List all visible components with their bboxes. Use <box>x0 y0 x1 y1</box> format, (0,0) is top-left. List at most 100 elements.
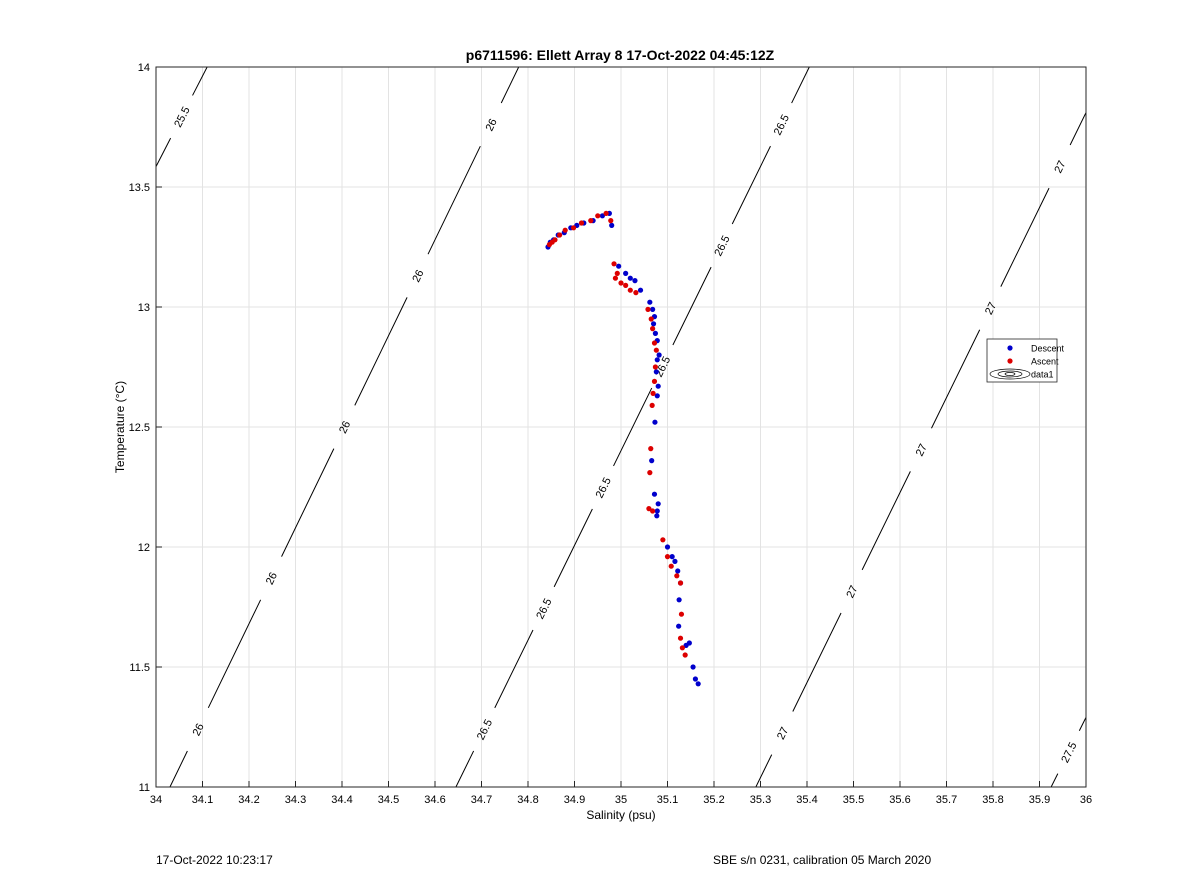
data-point <box>650 326 656 332</box>
data-point <box>651 378 658 384</box>
data-point <box>623 270 629 276</box>
data-point <box>552 237 558 243</box>
data-point <box>578 220 585 226</box>
data-point <box>618 280 624 286</box>
data-point <box>649 402 655 408</box>
y-tick-label: 13.5 <box>129 182 150 194</box>
data-point <box>645 306 651 312</box>
x-tick-label: 34.3 <box>285 794 306 806</box>
x-tick-label: 34.9 <box>564 794 585 806</box>
density-contour-line <box>755 112 1087 788</box>
x-tick-label: 35.3 <box>750 794 771 806</box>
axis-ticks: 34 34.1 34.2 34.3 34.4 34.5 34.6 34.7 34.8 34.9 35… <box>129 62 1093 806</box>
data-point <box>682 652 688 658</box>
data-point <box>649 458 655 464</box>
contour-label: 27 <box>983 300 999 316</box>
data-point <box>656 352 662 358</box>
contour-label: 27.5 <box>1059 740 1079 765</box>
data-point <box>692 676 699 682</box>
data-point <box>654 508 660 514</box>
contour-label: 26.5 <box>712 234 732 259</box>
contour-label: 27 <box>844 584 860 600</box>
contour-label: 26.5 <box>534 597 554 622</box>
data-point <box>664 554 671 560</box>
data-point <box>623 282 629 288</box>
data-point <box>646 506 652 512</box>
contour-label: 25.5 <box>172 105 192 130</box>
legend: Descent Ascent data1 <box>986 338 1065 383</box>
data-point <box>676 623 682 629</box>
y-tick-label: 14 <box>138 62 150 74</box>
data-point <box>678 611 685 617</box>
data-point <box>647 470 653 476</box>
x-tick-label: 34 <box>150 794 162 806</box>
x-tick-label: 35.6 <box>889 794 910 806</box>
legend-marker <box>1007 358 1013 364</box>
data-points <box>545 210 701 687</box>
contour-label: 26.5 <box>475 718 495 743</box>
data-point <box>588 218 594 224</box>
density-contour-line <box>455 66 810 788</box>
data-point <box>648 316 654 322</box>
x-tick-label: 34.5 <box>378 794 399 806</box>
data-point <box>595 213 601 219</box>
series-descent <box>545 210 701 687</box>
x-tick-label: 34.1 <box>192 794 213 806</box>
legend-label: Ascent <box>1031 357 1059 367</box>
contour-label: 26.5 <box>594 476 614 501</box>
footer-calibration: SBE s/n 0231, calibration 05 March 2020 <box>713 853 932 867</box>
series-ascent <box>546 210 688 658</box>
data-point <box>599 213 606 219</box>
legend-contour-icon <box>997 370 1023 378</box>
data-point <box>668 563 674 569</box>
data-point <box>677 580 684 586</box>
grid <box>156 67 1086 787</box>
data-point <box>690 664 696 670</box>
data-point <box>652 419 658 425</box>
data-point <box>654 357 660 363</box>
data-point <box>679 645 685 651</box>
y-tick-label: 12 <box>138 542 150 554</box>
contour-label: 26 <box>410 268 426 284</box>
density-contour-line <box>1050 717 1087 788</box>
data-point <box>660 537 666 543</box>
x-tick-label: 35.1 <box>657 794 678 806</box>
data-point <box>655 383 661 389</box>
y-tick-label: 12.5 <box>129 422 150 434</box>
density-contour-line <box>169 66 520 788</box>
data-point <box>652 330 659 336</box>
legend-label: Descent <box>1031 344 1065 354</box>
data-point <box>611 261 617 267</box>
data-point <box>637 287 644 293</box>
data-point <box>632 278 638 284</box>
contour-label: 26 <box>191 722 207 738</box>
data-point <box>672 558 678 565</box>
y-tick-label: 13 <box>138 302 150 314</box>
data-point <box>669 554 675 560</box>
data-point <box>650 508 656 514</box>
contour-label: 26 <box>337 419 353 435</box>
data-point <box>652 364 659 370</box>
x-tick-label: 34.2 <box>238 794 259 806</box>
data-point <box>633 290 639 296</box>
x-tick-label: 35.8 <box>982 794 1003 806</box>
data-point <box>677 635 684 641</box>
chart-title: p6711596: Ellett Array 8 17-Oct-2022 04:… <box>466 47 775 63</box>
x-tick-label: 34.7 <box>471 794 492 806</box>
data-point <box>627 287 633 293</box>
contour-label: 27 <box>1052 159 1068 175</box>
x-axis-label: Salinity (psu) <box>586 808 655 822</box>
data-point <box>654 513 660 519</box>
x-tick-label: 34.8 <box>517 794 538 806</box>
contour-label: 26 <box>484 117 500 133</box>
data-point <box>648 446 654 452</box>
data-point <box>616 263 622 269</box>
data-point <box>664 544 671 550</box>
data-point <box>651 491 658 497</box>
data-point <box>686 640 692 646</box>
x-tick-label: 35.5 <box>843 794 864 806</box>
y-axis-label: Temperature (°C) <box>113 381 127 473</box>
data-point <box>676 597 682 603</box>
data-point <box>650 306 656 312</box>
contour-label: 27 <box>775 725 791 741</box>
